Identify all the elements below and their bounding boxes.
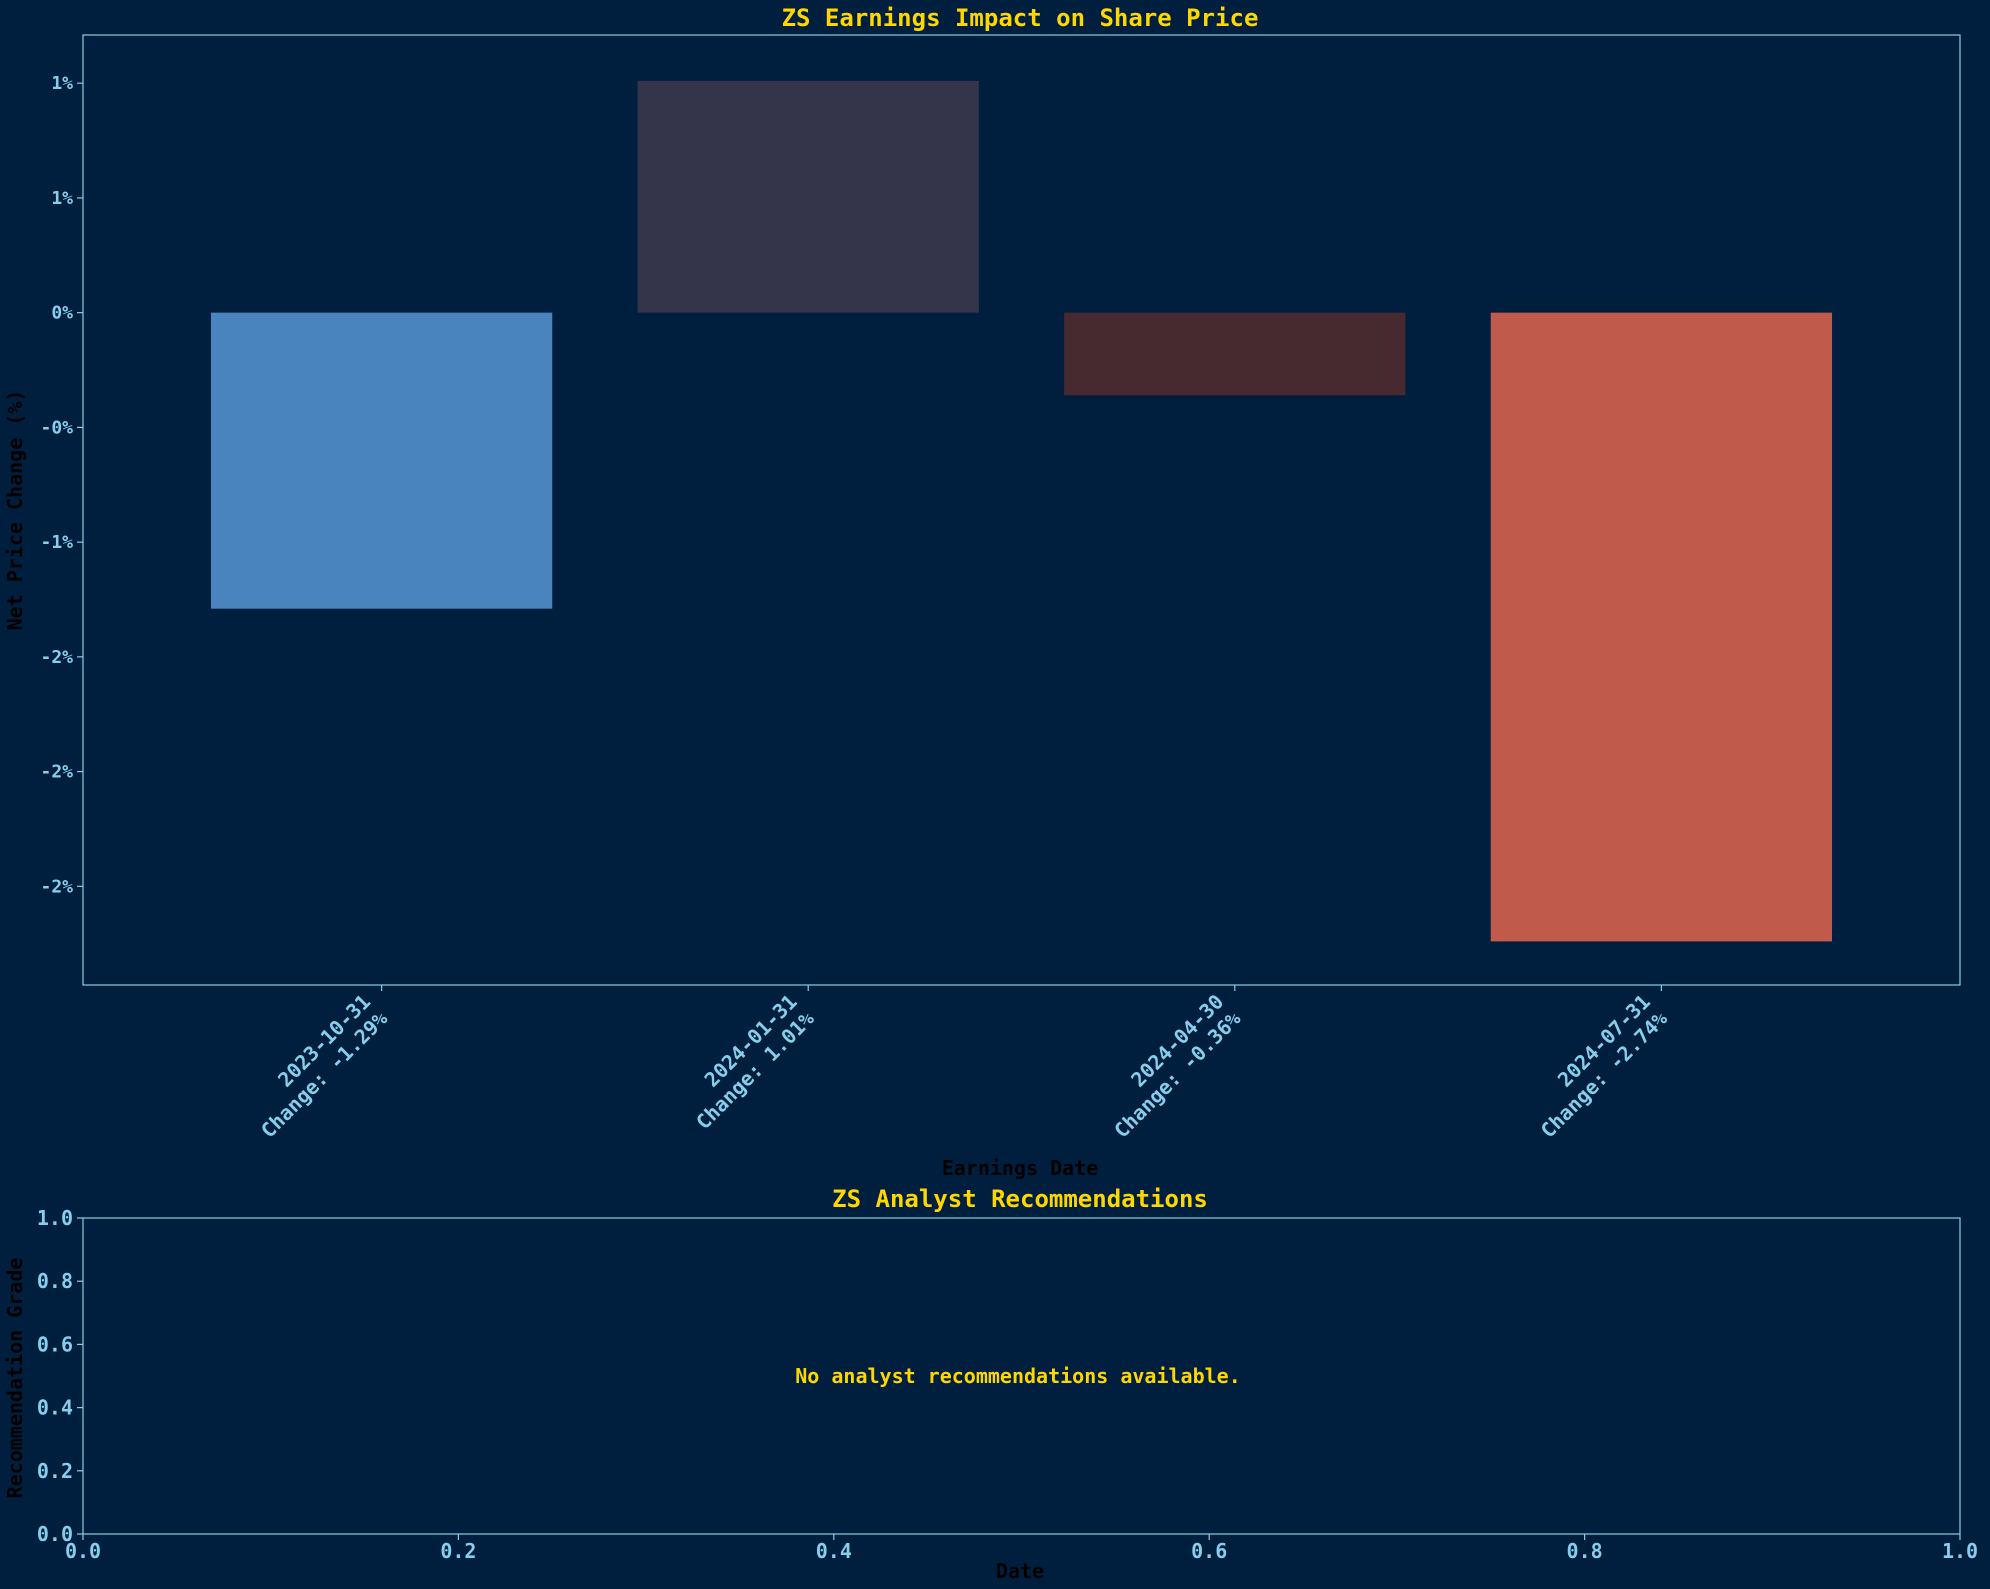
earnings-x-axis: 2023-10-31Change: -1.29% 2024-01-31Change… <box>239 985 1672 1143</box>
y-tick-label: 1% <box>51 188 73 209</box>
bar-2023-10-31 <box>210 312 553 609</box>
x-tick-label: 1.0 <box>1942 1539 1978 1563</box>
earnings-bars <box>210 80 1833 942</box>
bar-2024-07-31 <box>1490 312 1833 942</box>
earnings-chart-title: ZS Earnings Impact on Share Price <box>782 4 1259 32</box>
y-tick-label: -0% <box>40 417 73 438</box>
x-tick-label: 0.0 <box>65 1539 101 1563</box>
y-tick-label: 1.0 <box>37 1206 73 1230</box>
x-tick-label-2024-07-31: 2024-07-31Change: -2.74% <box>1519 990 1672 1143</box>
recommendations-plot-frame <box>82 1217 1961 1535</box>
x-tick-label-2024-01-31: 2024-01-31Change: 1.01% <box>674 990 819 1135</box>
x-tick-label: 0.4 <box>816 1539 852 1563</box>
y-tick-label: -2% <box>40 647 73 668</box>
recommendations-chart-title: ZS Analyst Recommendations <box>832 1185 1208 1213</box>
earnings-y-axis-label: Net Price Change (%) <box>3 390 27 631</box>
x-tick-label-2024-04-30: 2024-04-30Change: -0.36% <box>1092 990 1245 1143</box>
recommendations-y-axis-label: Recommendation Grade <box>3 1258 27 1499</box>
y-tick-label: 0.2 <box>37 1459 73 1483</box>
y-tick-label: 0.6 <box>37 1332 73 1356</box>
x-tick-label: 0.6 <box>1191 1539 1227 1563</box>
earnings-plot-frame <box>82 34 1961 986</box>
recommendations-x-axis-label: Date <box>996 1559 1044 1583</box>
y-tick-label: 1% <box>51 73 73 94</box>
recommendations-y-axis: 0.0 0.2 0.4 0.6 0.8 1.0 <box>37 1206 83 1546</box>
analyst-recommendations-chart: ZS Analyst Recommendations 0.00.20.40.60… <box>3 1185 1978 1583</box>
x-tick-label: 0.8 <box>1567 1539 1603 1563</box>
y-tick-label: 0% <box>51 303 73 324</box>
earnings-y-axis: -2% -2% -2% -1% -0% 0% 1% 1% <box>40 73 83 897</box>
x-tick-label: 0.2 <box>440 1539 476 1563</box>
earnings-impact-chart: ZS Earnings Impact on Share Price -2%-2%… <box>3 4 1961 1180</box>
earnings-x-axis-label: Earnings Date <box>942 1156 1099 1180</box>
bar-2024-01-31 <box>637 80 979 313</box>
recommendations-x-axis: 0.0 0.2 0.4 0.6 0.8 1.0 <box>65 1534 1978 1563</box>
y-tick-label: 0.4 <box>37 1396 73 1420</box>
y-tick-label: 0.8 <box>37 1269 73 1293</box>
bar-2024-04-30 <box>1064 312 1406 396</box>
x-tick-label-2023-10-31: 2023-10-31Change: -1.29% <box>239 990 392 1143</box>
y-tick-label: -1% <box>40 532 73 553</box>
y-tick-label: 0.0 <box>37 1522 73 1546</box>
y-tick-label: -2% <box>40 762 73 783</box>
no-recommendations-message: No analyst recommendations available. <box>795 1364 1241 1388</box>
y-tick-label: -2% <box>40 876 73 897</box>
